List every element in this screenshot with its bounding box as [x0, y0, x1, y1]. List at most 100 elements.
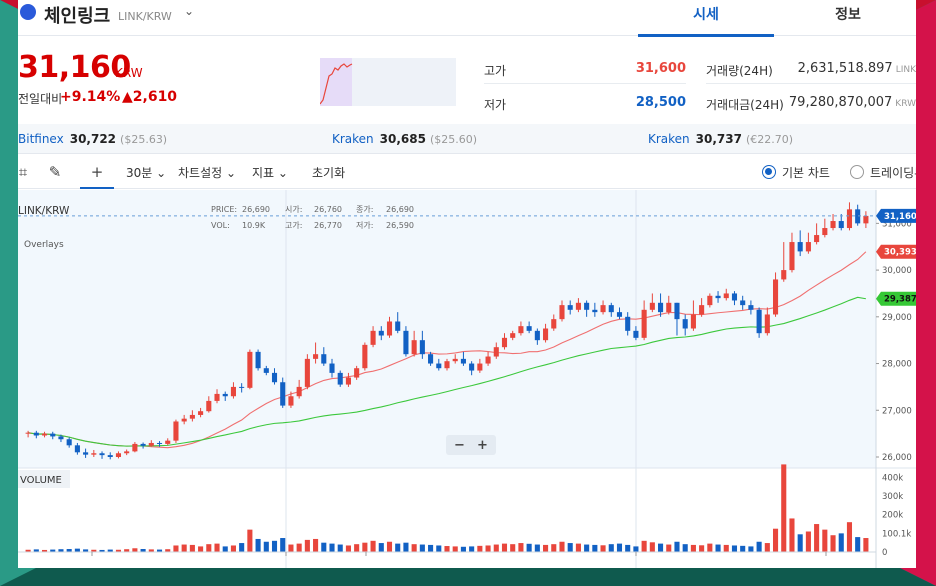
volume-bar [781, 464, 787, 552]
candle [370, 326, 376, 348]
candle-body [378, 330, 384, 336]
stat-low: 저가 28,500 [484, 88, 686, 118]
candle-body [649, 302, 655, 310]
plus-tool[interactable]: + [80, 155, 114, 189]
candle-body [419, 340, 425, 355]
exchange-price: 30,737 [695, 132, 742, 146]
volume-bar [403, 542, 409, 552]
chart-settings-menu[interactable]: 차트설정 ⌄ [178, 166, 237, 180]
volume-bar [280, 538, 286, 552]
candle-body [25, 432, 31, 434]
tab-quote[interactable]: 시세 [638, 4, 774, 37]
volume-bar [41, 549, 48, 552]
tab-info[interactable]: 정보 [835, 7, 861, 23]
amount-label: 거래대금(24H) [706, 98, 784, 112]
volume-bar [362, 542, 368, 552]
volume-bars [25, 464, 869, 552]
candle-body [189, 414, 195, 419]
candle-body [132, 443, 138, 452]
legend-high-key: 고가: [285, 221, 302, 230]
candle [354, 365, 360, 380]
volume-bar [690, 544, 696, 552]
volume-bar [345, 545, 351, 552]
volume-bar [107, 549, 113, 552]
volume-bar [518, 543, 524, 552]
pencil-icon[interactable]: ✎ [48, 163, 62, 181]
candle-body [428, 354, 434, 364]
candle-body [772, 279, 779, 315]
volume-bar [222, 546, 228, 552]
candle-body [526, 326, 532, 331]
candle-body [715, 295, 721, 299]
price-tick-label: 30,000 [882, 266, 912, 276]
candle-body [846, 209, 853, 229]
interval-select[interactable]: 30분 ⌄ [126, 166, 167, 180]
volume-bar [805, 531, 811, 552]
coin-select-chevron-icon[interactable]: ⌄ [184, 4, 195, 18]
candle [838, 214, 844, 231]
volume-value-wrap: 2,631,518.897 LINK [798, 61, 916, 76]
candle-body [789, 242, 795, 271]
candle-body [822, 228, 828, 236]
volume-bar [255, 538, 261, 552]
exchange-item[interactable]: Kraken 30,737 (€22.70) [648, 132, 793, 146]
candle [543, 323, 549, 343]
candle [230, 382, 236, 399]
candle-body [575, 302, 581, 310]
exchange-ref-price: ($25.60) [429, 133, 478, 146]
indicators-menu[interactable]: 지표 ⌄ [252, 166, 288, 180]
candle [296, 379, 302, 399]
candle-body [633, 330, 639, 338]
candle-body [625, 316, 631, 331]
candle-body [855, 209, 861, 224]
volume-tick-label: 300k [882, 492, 903, 502]
volume-bar [674, 541, 680, 552]
candle [485, 351, 491, 366]
volume-bar [526, 543, 532, 552]
candle [830, 214, 836, 231]
volume-bar [83, 549, 89, 552]
volume-bar [313, 538, 319, 552]
volume-bar [124, 549, 130, 552]
basic-chart-radio[interactable] [762, 165, 776, 179]
candle-body [386, 321, 393, 336]
candle-body [329, 363, 335, 373]
candle [452, 354, 458, 364]
volume-bar [386, 541, 393, 552]
candle-body [337, 372, 343, 385]
exchange-item[interactable]: Kraken 30,685 ($25.60) [332, 132, 477, 146]
ma-long-tag: 29,387 [876, 291, 916, 306]
moving-averages [28, 251, 867, 449]
volume-bar [296, 543, 302, 552]
volume-bar [707, 543, 713, 552]
reset-button[interactable]: 초기화 [312, 166, 346, 180]
volume-bar [789, 518, 795, 552]
volume-bar [846, 522, 853, 552]
candle [50, 431, 56, 440]
volume-unit: LINK [895, 65, 916, 75]
candle-body [304, 358, 310, 387]
crosshair-icon[interactable]: ⌗ [18, 163, 28, 181]
candle-body [83, 452, 89, 455]
candle-body [493, 347, 499, 357]
exchange-item[interactable]: Bitfinex 30,722 ($25.63) [18, 132, 167, 146]
candle [329, 358, 335, 378]
volume-bar [428, 544, 434, 552]
candle-body [592, 309, 598, 313]
candle-body [230, 386, 236, 397]
volume-bar [608, 544, 614, 552]
candlestick-chart[interactable]: 26,000 27,000 28,000 29,000 30,000 31,000 0 100… [18, 190, 916, 568]
tradingview-radio[interactable] [850, 165, 864, 179]
candle [288, 391, 294, 408]
candle [386, 316, 393, 338]
volume-bar [625, 544, 631, 552]
candle [608, 302, 614, 317]
volume-bar [33, 549, 39, 552]
candle [41, 431, 48, 438]
price-tick-label: 26,000 [882, 453, 912, 463]
volume-bar [797, 534, 803, 552]
candle [222, 391, 228, 401]
candle [313, 342, 319, 364]
candle-body [567, 305, 573, 310]
volume-bar [173, 545, 179, 552]
